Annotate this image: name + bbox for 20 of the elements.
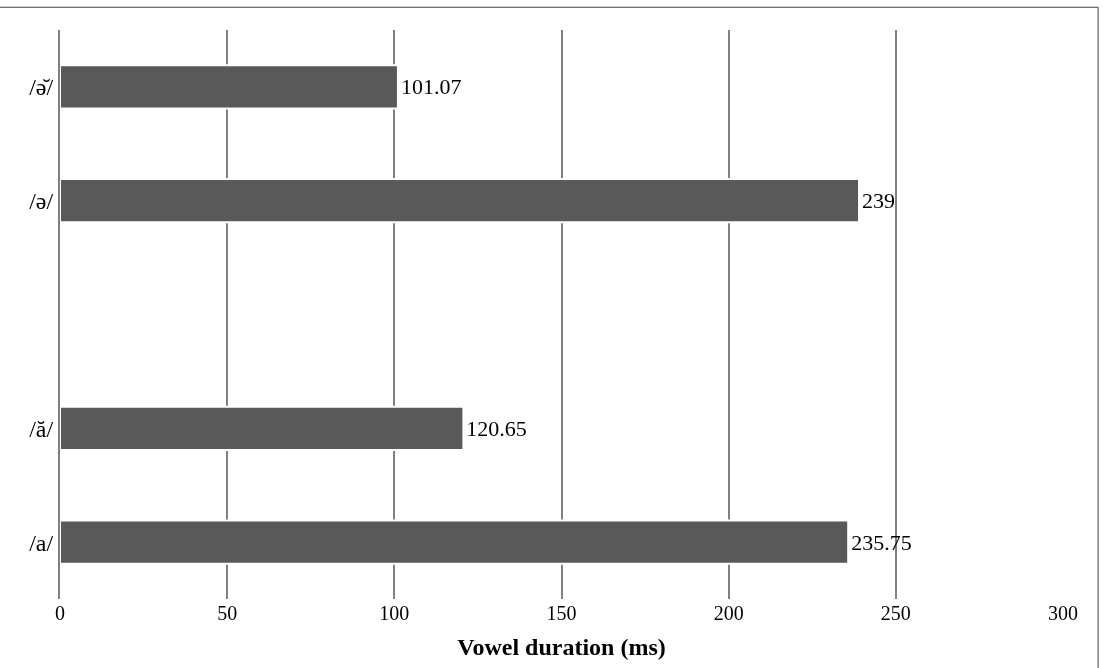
data-label: 120.65 [466,415,527,441]
data-label: 101.07 [400,74,462,100]
x-tick-label: 0 [55,602,65,624]
x-tick-label: 150 [546,602,577,624]
data-label: 235.75 [851,529,912,555]
x-tick-label: 200 [713,602,744,624]
y-tick-label: /ă/ [29,415,54,442]
x-axis-title: Vowel duration (ms) [457,634,666,661]
x-tick-label: 50 [217,602,238,624]
y-tick-label: /a/ [29,529,54,556]
bar [60,519,850,565]
y-tick-label: /ə̆/ [29,74,54,101]
x-tick-label: 300 [1048,602,1078,624]
y-tick-label: /ə/ [29,188,54,215]
bar [60,178,861,224]
bar [60,64,399,110]
data-label: 239 [862,188,896,214]
x-tick-label: 250 [880,602,911,624]
x-tick-label: 100 [379,602,410,624]
bar [60,405,465,451]
